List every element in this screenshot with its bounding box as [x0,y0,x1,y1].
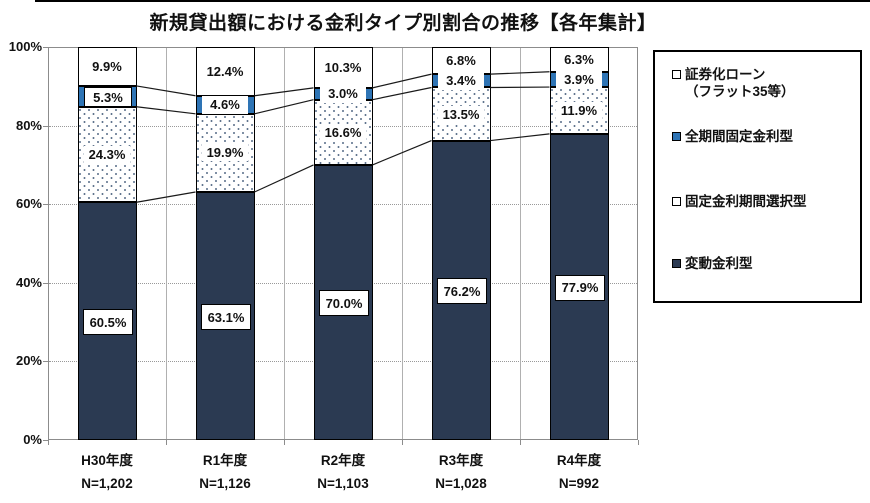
x-axis-tick [520,440,521,445]
y-axis-tick [43,204,48,206]
gridline-vertical [284,48,285,439]
bar-value-label-securitized-loan: 10.3% [324,59,362,75]
gridline-vertical [402,48,403,439]
y-axis-tick [43,361,48,363]
bar-value-label-floating-rate: 77.9% [555,274,605,301]
bar-value-label-fixed-period-select: 16.6% [320,123,366,141]
legend [653,50,862,303]
legend-item: 固定金利期間選択型 [672,193,852,210]
x-axis-tick [402,440,403,445]
bar-value-label-securitized-loan: 6.3% [564,51,594,67]
legend-label: 変動金利型 [685,256,753,271]
legend-label: 証券化ローン （フラット35等） [685,67,795,99]
gridline-vertical [166,48,167,439]
x-axis-category-label: R2年度 [320,453,366,468]
bar-value-label-full-term-fixed: 3.0% [320,84,366,103]
y-axis-tick [43,440,48,441]
bar-value-label-floating-rate: 76.2% [437,278,487,305]
x-axis-tick [166,440,167,445]
chart-title: 新規貸出額における金利タイプ別割合の推移【各年集計】 [149,13,657,34]
legend-marker-securitized-loan [672,70,681,79]
bar-value-label-securitized-loan: 9.9% [92,58,122,74]
y-axis-tick [43,282,48,284]
bar-value-label-securitized-loan: 6.8% [446,53,476,69]
x-axis-n-label: N=1,028 [435,476,487,491]
x-axis-tick [638,440,639,445]
legend-item: 証券化ローン （フラット35等） [672,66,852,100]
bar-value-label-full-term-fixed: 3.4% [438,71,484,90]
legend-marker-full-term-fixed [672,132,681,141]
y-axis-tick [43,125,48,127]
x-axis-category-label: R1年度 [202,453,248,468]
legend-item: 全期間固定金利型 [672,128,852,145]
legend-label: 固定金利期間選択型 [685,194,807,209]
bar-value-label-floating-rate: 63.1% [201,304,251,330]
x-axis-category-label: R4年度 [556,453,602,468]
x-axis-tick [48,440,49,445]
bar-value-label-floating-rate: 60.5% [83,309,133,336]
bar-segment-securitized-loan [431,47,491,75]
bar-value-label-securitized-loan: 12.4% [206,63,244,79]
x-axis-n-label: N=1,126 [199,476,251,491]
bar-value-label-fixed-period-select: 11.9% [556,101,602,119]
x-axis-category-label: R3年度 [438,453,484,468]
y-axis-label: 100% [8,39,42,54]
y-axis-label: 40% [15,274,42,290]
x-axis-n-label: N=1,202 [81,476,133,491]
legend-marker-fixed-period-select [672,197,681,206]
bar-value-label-fixed-period-select: 13.5% [438,105,484,123]
legend-item: 変動金利型 [672,255,852,272]
bar-segment-securitized-loan [77,47,137,86]
bar-value-label-floating-rate: 70.0% [319,290,369,317]
legend-marker-floating-rate [672,259,681,268]
y-axis-label: 20% [15,353,42,369]
bar-value-label-full-term-fixed: 4.6% [202,95,248,114]
bar-value-label-full-term-fixed: 3.9% [556,70,602,89]
x-axis-n-label: N=992 [558,476,600,491]
x-axis-category-label: H30年度 [81,453,133,468]
y-axis-label: 0% [23,432,42,447]
bar-segment-securitized-loan [313,47,373,88]
gridline-vertical [520,48,521,439]
top-rule-divider [35,0,870,2]
y-axis-label: 80% [15,117,42,133]
legend-label: 全期間固定金利型 [685,129,793,144]
bar-value-label-full-term-fixed: 5.3% [84,87,132,108]
y-axis-label: 60% [15,196,42,212]
bar-value-label-fixed-period-select: 19.9% [202,144,248,162]
bar-segment-securitized-loan [195,47,255,96]
bar-value-label-fixed-period-select: 24.3% [84,145,130,163]
x-axis-tick [284,440,285,445]
x-axis-n-label: N=1,103 [317,476,369,491]
y-axis-tick [43,47,48,48]
